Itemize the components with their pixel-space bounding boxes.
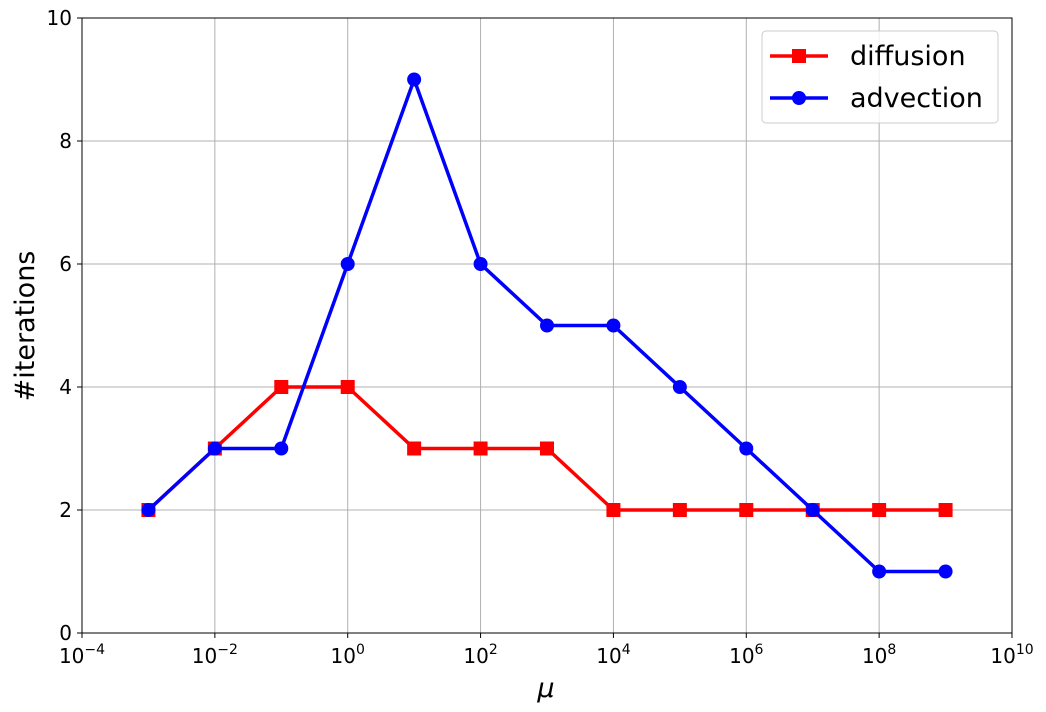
- marker: [672, 503, 687, 517]
- y-tick-label: 6: [59, 252, 72, 276]
- x-tick-label: 106: [729, 642, 763, 668]
- marker: [473, 441, 488, 456]
- marker: [407, 72, 422, 87]
- x-tick-label: 104: [596, 642, 630, 668]
- y-axis-label: #iterations: [10, 251, 41, 402]
- y-tick-label: 2: [59, 498, 72, 522]
- marker: [141, 503, 156, 517]
- marker: [207, 441, 222, 456]
- legend-label: diffusion: [850, 41, 966, 72]
- legend-marker: [792, 91, 806, 105]
- y-tick-label: 10: [47, 6, 72, 30]
- marker: [872, 564, 887, 579]
- marker: [540, 441, 554, 456]
- marker: [672, 380, 687, 394]
- legend-marker: [792, 49, 806, 63]
- marker: [274, 441, 289, 456]
- marker: [805, 503, 820, 517]
- y-tick-label: 4: [59, 375, 72, 399]
- marker: [540, 318, 554, 333]
- marker: [340, 380, 355, 394]
- marker: [739, 441, 754, 456]
- x-tick-label: 100: [331, 642, 365, 668]
- legend: diffusion advection: [761, 30, 999, 124]
- x-tick-label: 1010: [990, 642, 1033, 668]
- y-tick-label: 8: [59, 129, 72, 153]
- legend-box: [761, 30, 999, 124]
- marker: [274, 380, 289, 394]
- x-tick-label: 10−4: [59, 642, 105, 668]
- x-tick-label: 108: [862, 642, 896, 668]
- marker: [739, 503, 754, 517]
- marker: [938, 503, 953, 517]
- x-tick-label: 10−2: [192, 642, 238, 668]
- legend-label: advection: [850, 83, 983, 114]
- marker: [938, 564, 953, 579]
- marker: [473, 257, 488, 271]
- plot-frame: [81, 17, 1013, 634]
- marker: [606, 318, 621, 333]
- marker: [606, 503, 621, 517]
- x-axis-label: μ: [536, 673, 554, 704]
- marker: [340, 257, 355, 271]
- y-tick-label: 0: [59, 621, 72, 645]
- marker: [407, 441, 422, 456]
- x-tick-label: 102: [463, 642, 497, 668]
- marker: [872, 503, 887, 517]
